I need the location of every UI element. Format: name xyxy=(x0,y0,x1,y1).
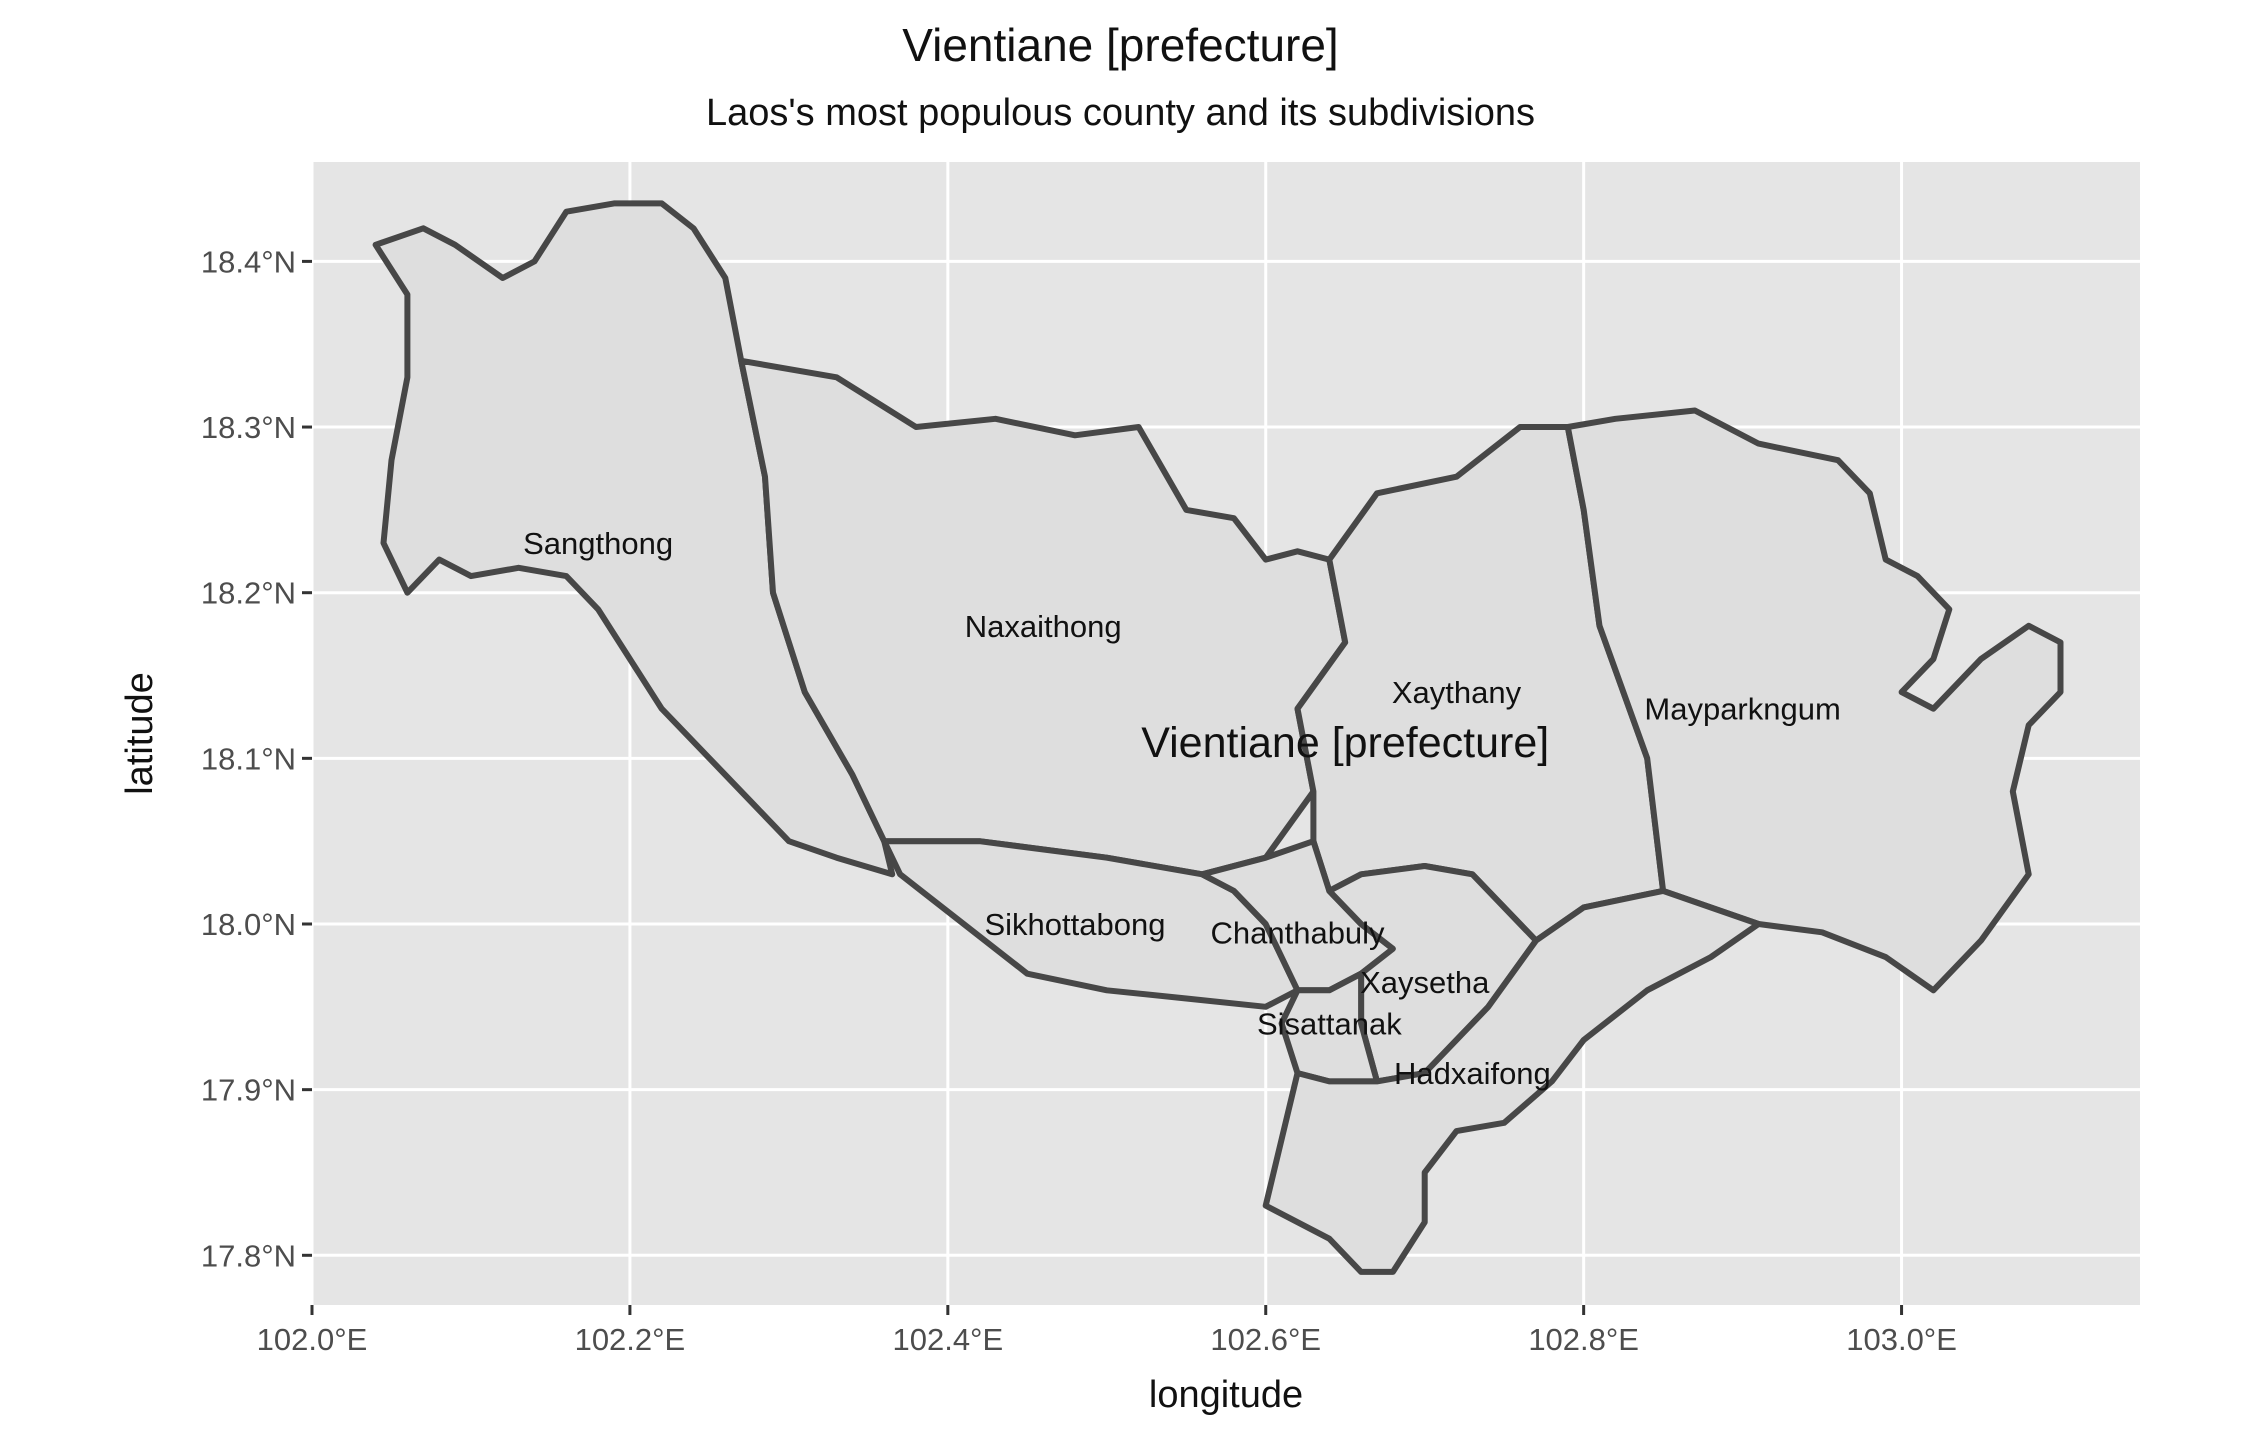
region-sikhottabong xyxy=(881,838,1301,1010)
y-tick-label-1: 17.9°N xyxy=(201,1073,296,1108)
region-label-sikhottabong: Sikhottabong xyxy=(984,907,1165,942)
y-tick-label-4: 18.2°N xyxy=(201,576,296,611)
labels-layer: Sangthong Naxaithong Xaythany Mayparkngum Si… xyxy=(523,526,1841,1091)
county-label: Vientiane [prefecture] xyxy=(1141,719,1549,767)
region-label-xaysetha: Xaysetha xyxy=(1360,965,1490,1000)
region-label-naxaithong: Naxaithong xyxy=(965,609,1122,644)
region-label-sangthong: Sangthong xyxy=(523,526,673,561)
map-title: Vientiane [prefecture] xyxy=(902,19,1339,71)
x-tick-label-0: 102.0°E xyxy=(257,1322,368,1357)
x-tick-label-3: 102.6°E xyxy=(1210,1322,1321,1357)
y-tick-label-3: 18.1°N xyxy=(201,741,296,776)
x-tick-label-5: 103.0°E xyxy=(1846,1322,1957,1357)
region-label-mayparkngum: Mayparkngum xyxy=(1644,692,1840,727)
y-tick-label-5: 18.3°N xyxy=(201,410,296,445)
axis-layer: 102.0°E 102.2°E 102.4°E 102.6°E 102.8°E 103.0… xyxy=(201,244,1957,1357)
x-tick-label-2: 102.4°E xyxy=(892,1322,1003,1357)
region-label-sisattanak: Sisattanak xyxy=(1257,1006,1402,1041)
y-tick-label-2: 18.0°N xyxy=(201,907,296,942)
x-axis-title: longitude xyxy=(1149,1374,1303,1416)
map-subtitle: Laos's most populous county and its subd… xyxy=(706,92,1535,134)
region-hadxaifong xyxy=(1262,887,1762,1275)
region-sangthong xyxy=(372,200,896,878)
y-axis-title: latitude xyxy=(119,672,161,795)
y-tick-label-0: 17.8°N xyxy=(201,1238,296,1273)
region-label-hadxaifong: Hadxaifong xyxy=(1394,1056,1551,1091)
x-tick-label-1: 102.2°E xyxy=(575,1322,686,1357)
regions-layer xyxy=(372,200,2064,1275)
x-tick-label-4: 102.8°E xyxy=(1528,1322,1639,1357)
region-label-chanthabuly: Chanthabuly xyxy=(1210,915,1385,950)
y-tick-label-6: 18.4°N xyxy=(201,244,296,279)
region-label-xaythany: Xaythany xyxy=(1392,675,1522,710)
